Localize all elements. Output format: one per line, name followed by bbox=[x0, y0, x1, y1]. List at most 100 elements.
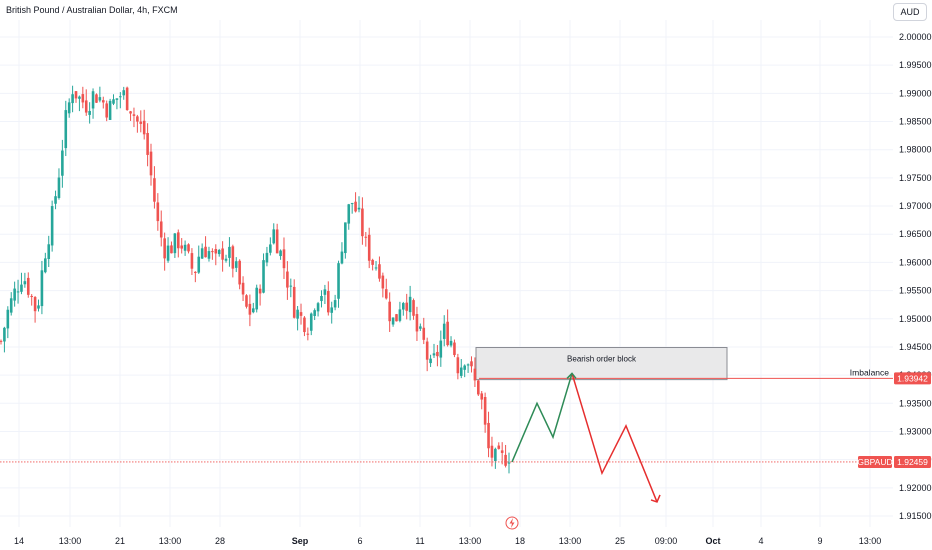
candle-body bbox=[9, 298, 13, 313]
candle-body bbox=[398, 309, 402, 321]
candle-body bbox=[101, 100, 105, 103]
candle-body bbox=[142, 120, 146, 135]
x-tick-label: Sep bbox=[292, 536, 309, 546]
candle-body bbox=[139, 121, 143, 124]
y-tick-label: 1.91500 bbox=[899, 511, 932, 521]
candle-body bbox=[483, 397, 487, 425]
candle-body bbox=[98, 97, 102, 101]
order-block-label: Bearish order block bbox=[567, 355, 637, 364]
candle-body bbox=[255, 287, 259, 310]
candle-body bbox=[67, 102, 71, 114]
x-tick-label: 28 bbox=[215, 536, 225, 546]
time-axis[interactable]: 14 13:00 21 13:00 28 Sep 6 11 13:00 18 13:00 25 09:0… bbox=[14, 536, 881, 546]
candle-body bbox=[292, 286, 296, 318]
candle-body bbox=[504, 454, 507, 466]
candle-body bbox=[367, 234, 371, 261]
candle-body bbox=[354, 201, 357, 212]
candle-body bbox=[16, 291, 20, 293]
candle-body bbox=[282, 249, 286, 269]
candle-body bbox=[238, 260, 241, 285]
candle-body bbox=[47, 244, 51, 259]
candle-body bbox=[507, 462, 511, 464]
symbol-tag-label: GBPAUD bbox=[857, 457, 892, 467]
candle-body bbox=[289, 285, 293, 287]
y-tick-label: 1.99000 bbox=[899, 88, 932, 98]
candle-body bbox=[320, 295, 323, 302]
candle-body bbox=[296, 309, 299, 319]
x-tick-label: 11 bbox=[415, 536, 424, 546]
candle-body bbox=[456, 357, 460, 374]
candle-body bbox=[494, 448, 497, 462]
candle-body bbox=[466, 364, 470, 366]
y-tick-label: 1.95000 bbox=[899, 314, 932, 324]
projection-paths[interactable] bbox=[511, 372, 661, 503]
candle-body bbox=[446, 321, 449, 346]
candle-body bbox=[350, 203, 354, 205]
candle-body bbox=[200, 248, 204, 259]
candle-body bbox=[272, 229, 276, 244]
y-tick-label: 1.93000 bbox=[899, 426, 932, 436]
candle-body bbox=[234, 261, 238, 268]
candle-body bbox=[490, 445, 494, 458]
imbalance-price-value: 1.93942 bbox=[897, 373, 928, 383]
candle-body bbox=[275, 229, 279, 254]
candle-body bbox=[429, 358, 432, 364]
y-tick-label: 1.97000 bbox=[899, 201, 932, 211]
candle-body bbox=[480, 393, 484, 400]
candle-body bbox=[364, 236, 368, 238]
symbol-tag bbox=[858, 455, 892, 468]
x-tick-label: 13:00 bbox=[59, 536, 82, 546]
candle-body bbox=[119, 96, 122, 98]
price-axis[interactable]: 2.00000 1.99500 1.99000 1.98500 1.98000 1.975… bbox=[899, 32, 932, 521]
candle-body bbox=[156, 202, 160, 222]
y-tick-label: 1.98500 bbox=[899, 117, 932, 127]
candle-body bbox=[176, 232, 180, 249]
candle-body bbox=[64, 110, 68, 149]
candle-body bbox=[251, 308, 255, 313]
candle-body bbox=[241, 282, 245, 295]
candle-body bbox=[323, 289, 327, 295]
order-block-rect[interactable] bbox=[475, 347, 728, 381]
candle-body bbox=[327, 291, 330, 313]
imbalance-label: Imbalance bbox=[850, 367, 889, 377]
candle-body bbox=[265, 252, 269, 263]
arrow-head-up bbox=[566, 372, 577, 379]
candle-body bbox=[459, 367, 463, 376]
price-tags: Imbalance 1.93942 GBPAUD 1.92459 bbox=[850, 367, 931, 468]
y-tick-label: 1.97500 bbox=[899, 173, 932, 183]
candle-body bbox=[6, 309, 10, 329]
candle-body bbox=[211, 251, 214, 253]
bearish-order-block[interactable]: Bearish order block bbox=[475, 347, 728, 381]
candle-body bbox=[422, 327, 426, 340]
currency-button[interactable]: AUD bbox=[893, 3, 927, 21]
candle-body bbox=[207, 251, 211, 259]
candle-body bbox=[170, 245, 173, 254]
candle-body bbox=[497, 445, 501, 449]
candle-body bbox=[357, 207, 361, 210]
candle-body bbox=[132, 114, 136, 116]
x-tick-label: 9 bbox=[817, 536, 822, 546]
candle-body bbox=[183, 244, 187, 251]
candle-body bbox=[231, 246, 235, 269]
last-price-value: 1.92459 bbox=[897, 457, 928, 467]
candle-body bbox=[415, 314, 419, 332]
candle-body bbox=[337, 263, 340, 299]
candle-body bbox=[40, 270, 44, 307]
candle-body bbox=[286, 271, 289, 288]
candle-body bbox=[197, 256, 201, 273]
grid-lines bbox=[0, 20, 893, 527]
y-tick-label: 1.99500 bbox=[899, 60, 932, 70]
x-tick-label: 4 bbox=[758, 536, 763, 546]
x-tick-label: 21 bbox=[115, 536, 125, 546]
candle-body bbox=[149, 151, 153, 176]
candle-body bbox=[432, 353, 436, 356]
x-tick-label: 18 bbox=[515, 536, 525, 546]
lightning-icon[interactable] bbox=[505, 516, 519, 530]
candle-body bbox=[3, 327, 6, 342]
candle-body bbox=[112, 99, 115, 104]
candle-body bbox=[166, 245, 170, 261]
y-tick-label: 1.92000 bbox=[899, 483, 932, 493]
candle-body bbox=[391, 317, 395, 325]
candle-body bbox=[361, 208, 364, 237]
